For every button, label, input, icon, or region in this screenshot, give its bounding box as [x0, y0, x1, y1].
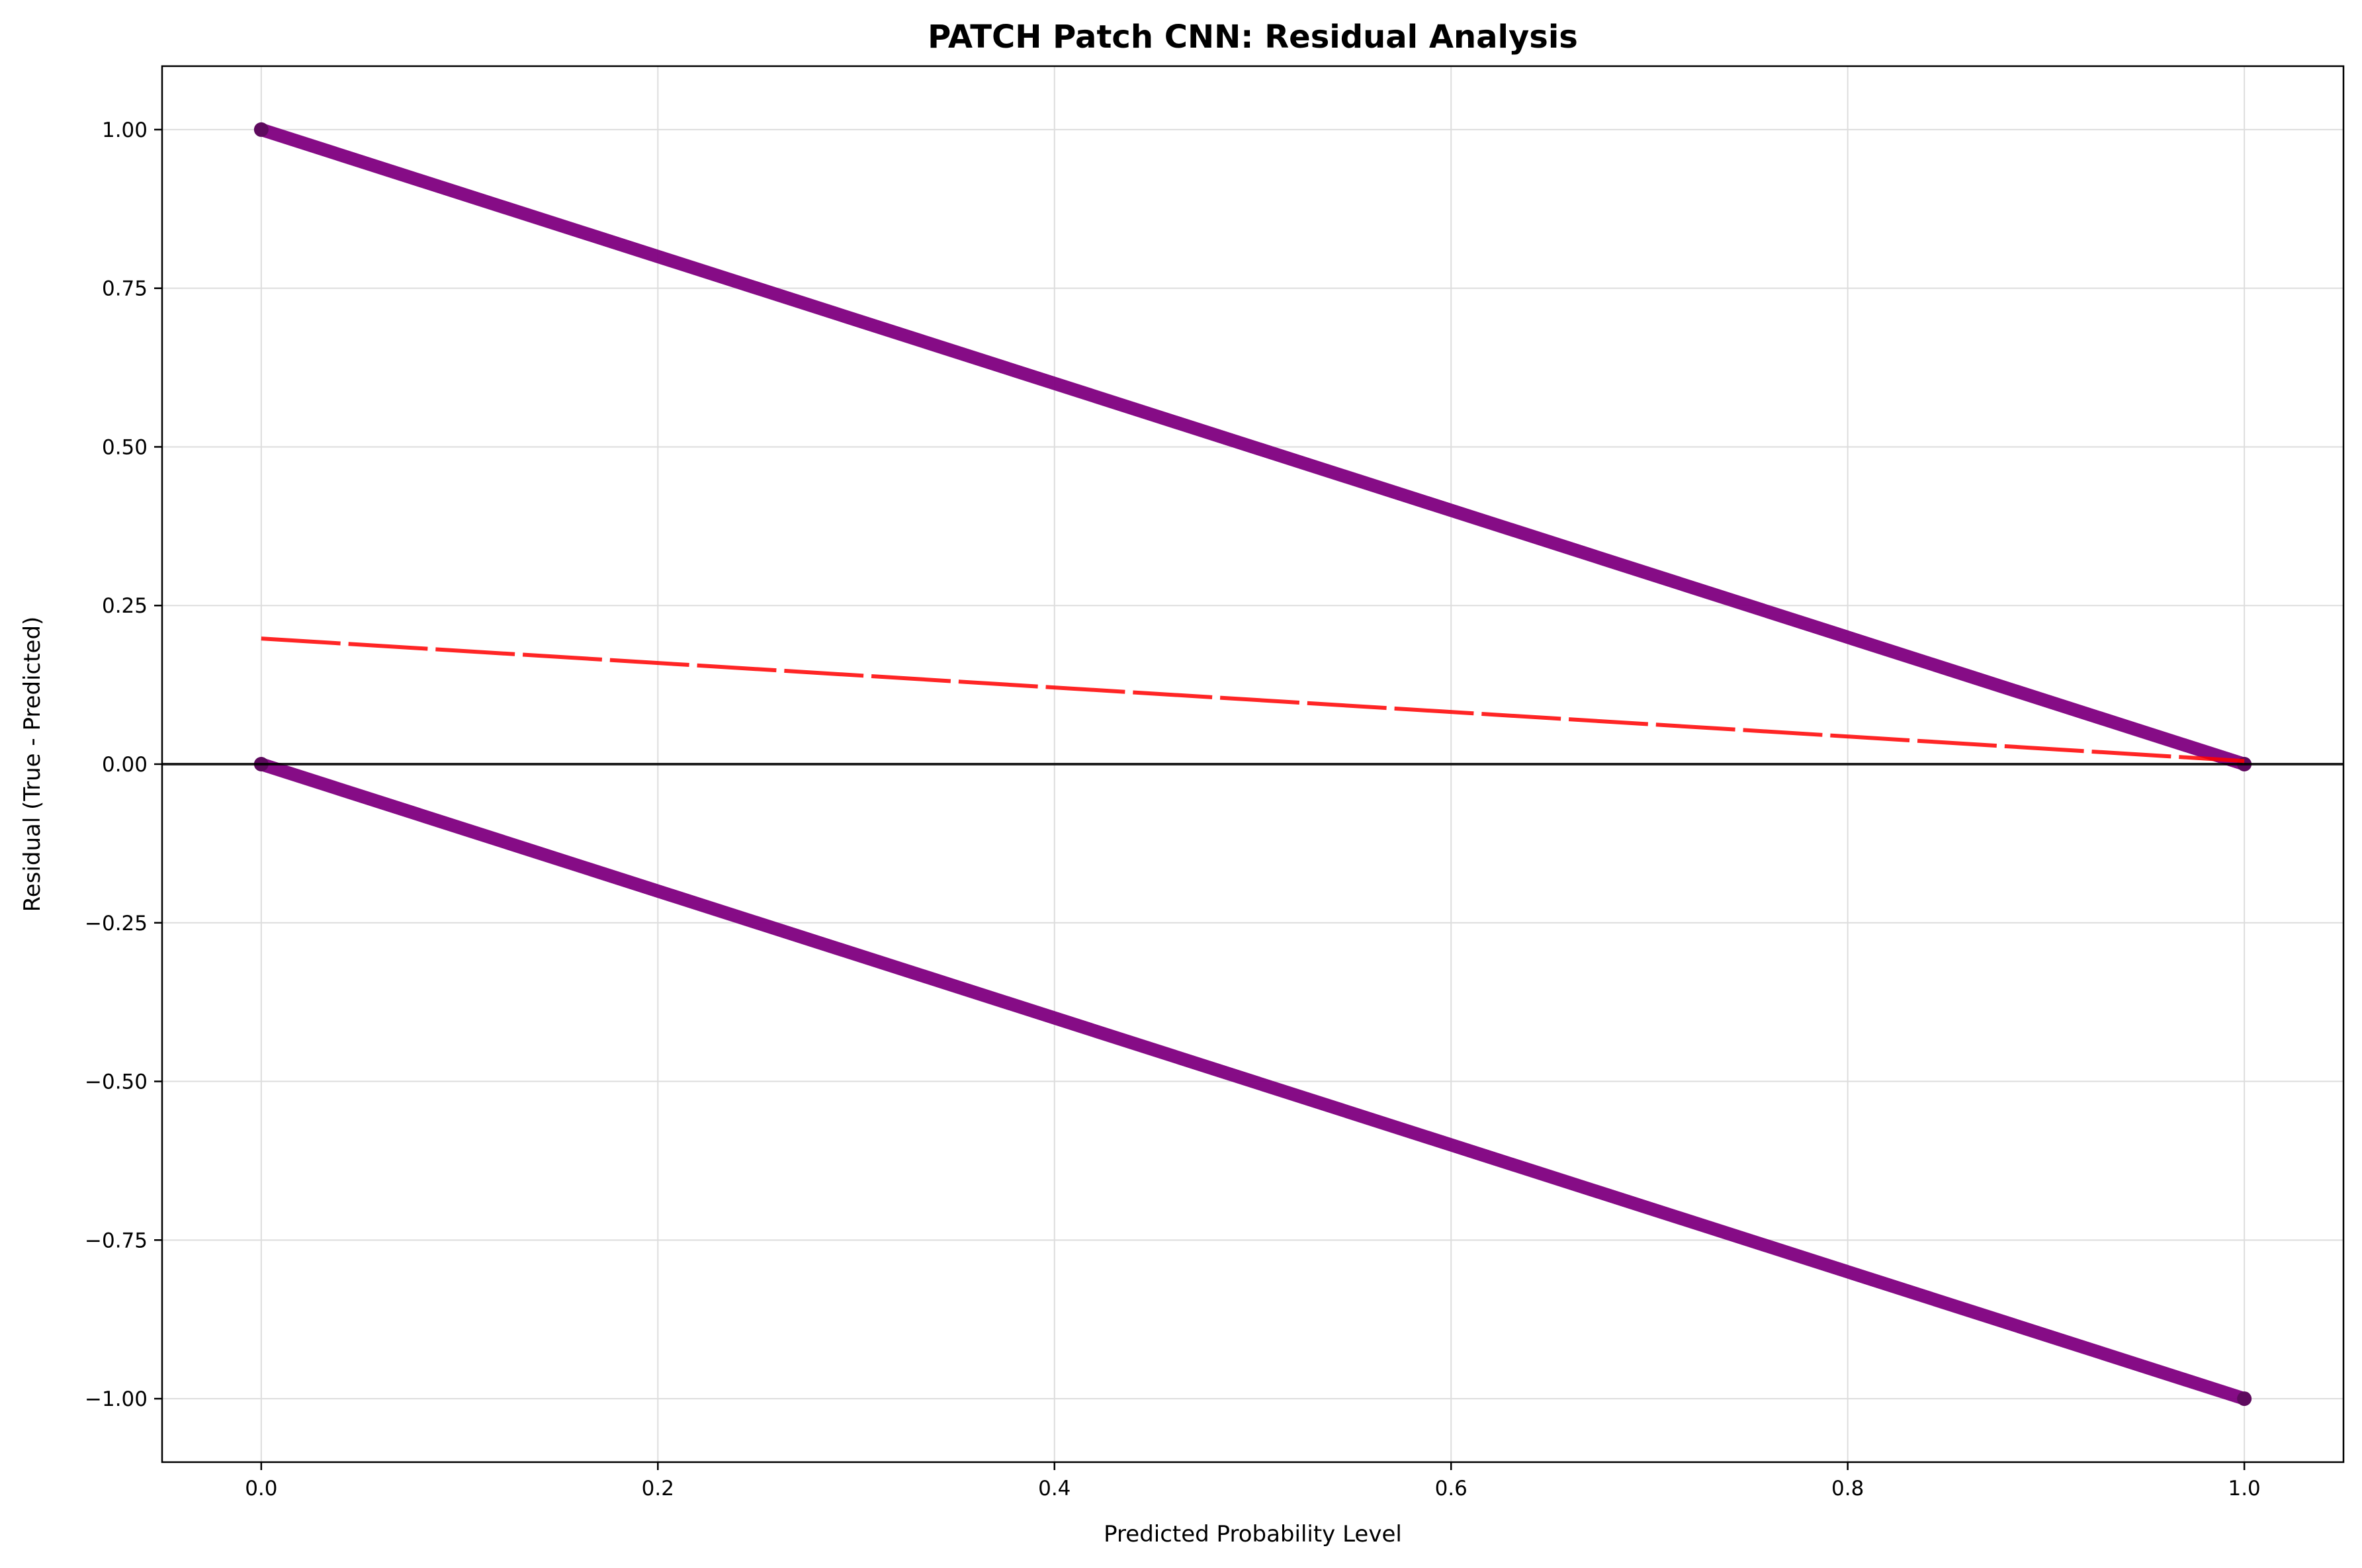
y-tick-label-2: 0.50: [102, 435, 148, 459]
ticks: 0.0 0.2 0.4 0.6 0.8 1.0 1.00 0.75 0.50 0.25 0.00 −0…: [85, 118, 2261, 1501]
x-tick-label-1: 0.2: [642, 1477, 674, 1501]
x-tick-label-2: 0.4: [1038, 1477, 1071, 1501]
data-layer: [162, 122, 2343, 1407]
residual-point-end-1: [2237, 1391, 2252, 1407]
y-tick-label-3: 0.25: [102, 594, 148, 618]
y-tick-label-0: 1.00: [102, 118, 148, 142]
x-tick-label-0: 0.0: [245, 1477, 277, 1501]
y-axis-label: Residual (True - Predicted): [19, 617, 46, 912]
y-tick-label-6: −0.50: [85, 1070, 148, 1094]
chart-title: PATCH Patch CNN: Residual Analysis: [928, 19, 1578, 56]
y-tick-label-5: −0.25: [85, 912, 148, 936]
residual-points-band-1: [254, 758, 2252, 1406]
residual-points-band-0: [254, 122, 2252, 771]
y-tick-label-7: −0.75: [85, 1229, 148, 1252]
trend-line: [261, 636, 2245, 763]
x-tick-label-3: 0.6: [1435, 1477, 1467, 1501]
x-axis-label: Predicted Probability Level: [1104, 1521, 1402, 1547]
residual-point-start-0: [253, 122, 269, 137]
x-tick-label-4: 0.8: [1831, 1477, 1864, 1501]
y-tick-label-1: 0.75: [102, 277, 148, 301]
y-tick-label-4: 0.00: [102, 753, 148, 777]
y-tick-label-8: −1.00: [85, 1387, 148, 1411]
x-tick-label-5: 1.0: [2228, 1477, 2260, 1501]
